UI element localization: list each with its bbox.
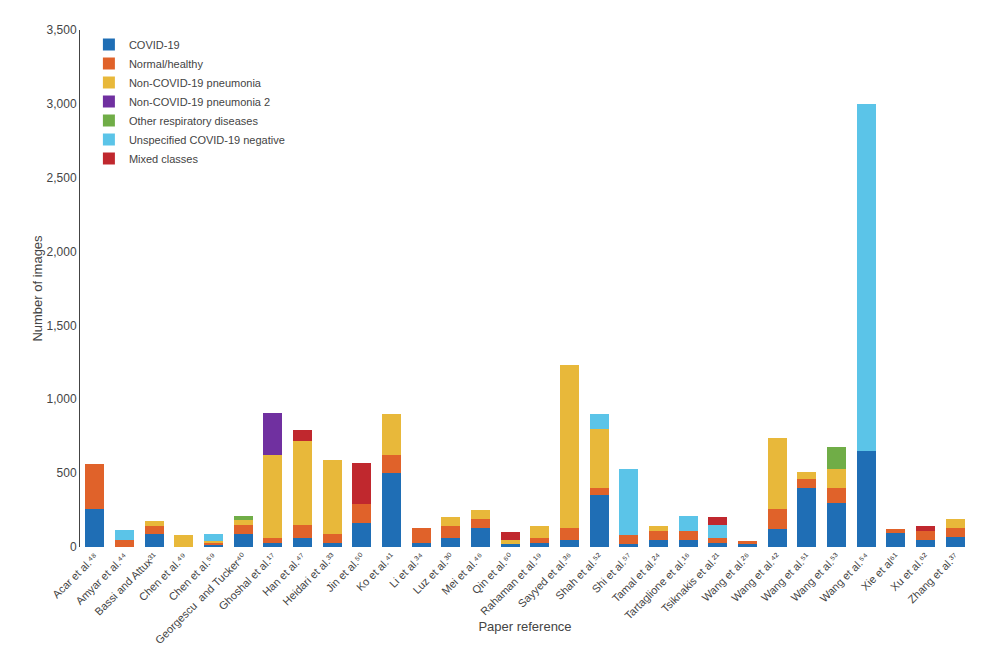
svg-text:Sayyed et al.³⁶: Sayyed et al.³⁶ [516, 550, 575, 609]
svg-text:1,000: 1,000 [47, 392, 77, 406]
svg-text:Xu et al.⁶²: Xu et al.⁶² [888, 550, 931, 593]
svg-text:0: 0 [70, 540, 77, 554]
svg-text:Normal/healthy: Normal/healthy [129, 58, 203, 70]
svg-text:3,000: 3,000 [47, 97, 77, 111]
svg-text:Wang et al.⁴²: Wang et al.⁴² [729, 550, 783, 604]
svg-text:Xie et al⁶¹: Xie et al⁶¹ [859, 550, 902, 593]
svg-text:Amyar et al.⁴⁴: Amyar et al.⁴⁴ [73, 550, 130, 607]
svg-text:2,500: 2,500 [47, 171, 77, 185]
svg-text:Number of images: Number of images [30, 235, 45, 342]
svg-text:Wang et al.⁵³: Wang et al.⁵³ [788, 550, 842, 604]
svg-text:Tamal et al.²⁴: Tamal et al.²⁴ [610, 550, 664, 604]
svg-text:Li et al.³⁴: Li et al.³⁴ [387, 550, 427, 590]
svg-text:3,500: 3,500 [47, 23, 77, 37]
svg-text:Ko et al.⁴¹: Ko et al.⁴¹ [354, 550, 397, 593]
svg-text:Luz et al.³⁰: Luz et al.³⁰ [410, 550, 456, 596]
svg-text:COVID-19: COVID-19 [129, 39, 180, 51]
svg-text:Wang et al.⁵¹: Wang et al.⁵¹ [759, 550, 813, 604]
svg-text:Chen et al.⁵⁹: Chen et al.⁵⁹ [166, 550, 219, 603]
svg-text:Qin et al.⁶⁰: Qin et al.⁶⁰ [470, 550, 516, 596]
svg-text:Tsiknakis et al.²¹: Tsiknakis et al.²¹ [659, 550, 723, 614]
svg-text:1,500: 1,500 [47, 319, 77, 333]
svg-text:Bassi and Attux³¹: Bassi and Attux³¹ [92, 550, 160, 618]
svg-text:Wang et al.⁵⁴: Wang et al.⁵⁴ [817, 550, 871, 604]
svg-text:Zhang et al.³⁷: Zhang et al.³⁷ [905, 550, 960, 605]
svg-text:Ghoshal et al.¹⁷: Ghoshal et al.¹⁷ [216, 550, 278, 612]
svg-text:Han et al.⁴⁷: Han et al.⁴⁷ [260, 550, 308, 598]
svg-text:Other respiratory diseases: Other respiratory diseases [129, 115, 258, 127]
svg-text:Rahaman et al.¹⁹: Rahaman et al.¹⁹ [478, 550, 545, 617]
svg-text:Non-COVID-19 pneumonia 2: Non-COVID-19 pneumonia 2 [129, 96, 270, 108]
svg-text:Acar et al.⁴⁸: Acar et al.⁴⁸ [50, 550, 100, 600]
svg-text:Chen et al.⁴⁹: Chen et al.⁴⁹ [136, 550, 189, 603]
svg-text:2,000: 2,000 [47, 245, 77, 259]
svg-text:Shah et al.⁵²: Shah et al.⁵² [553, 550, 605, 602]
svg-text:Non-COVID-19 pneumonia: Non-COVID-19 pneumonia [129, 77, 262, 89]
svg-text:Paper reference: Paper reference [478, 619, 571, 634]
svg-text:Mixed classes: Mixed classes [129, 153, 199, 165]
svg-text:Jin et al.⁵⁰: Jin et al.⁵⁰ [323, 550, 367, 594]
svg-text:Georgescu and Tucker⁴⁰: Georgescu and Tucker⁴⁰ [153, 550, 249, 646]
svg-text:Wang et al.²⁶: Wang et al.²⁶ [699, 550, 752, 603]
svg-text:Unspecified COVID-19 negative: Unspecified COVID-19 negative [129, 134, 285, 146]
svg-text:500: 500 [57, 466, 77, 480]
svg-text:Heidari et al.³³: Heidari et al.³³ [280, 550, 338, 608]
svg-text:Tartaglione et al.¹⁶: Tartaglione et al.¹⁶ [622, 550, 693, 621]
svg-text:Mei et al.⁴⁶: Mei et al.⁴⁶ [439, 550, 486, 597]
svg-text:Shi et al.⁵⁷: Shi et al.⁵⁷ [589, 550, 634, 595]
